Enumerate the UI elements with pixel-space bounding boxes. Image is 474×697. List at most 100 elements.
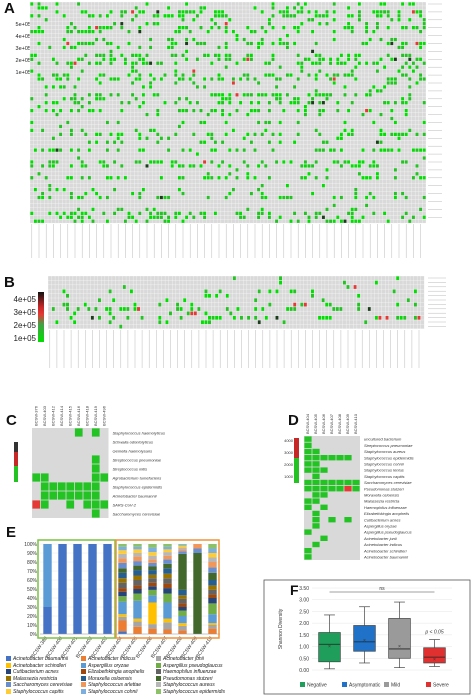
heatmap-cell	[318, 108, 322, 113]
heatmap-cell	[383, 2, 387, 6]
heatmap-cell	[217, 77, 221, 81]
heatmap-cell	[383, 10, 387, 14]
heatmap-cell	[181, 108, 185, 113]
heatmap-cell	[224, 29, 228, 34]
legend-label: Cutibacterium acnes	[13, 669, 59, 675]
heatmap-cell	[242, 73, 246, 77]
heatmap-cell	[73, 85, 77, 89]
heatmap-cell	[332, 203, 336, 208]
heatmap-cell	[365, 93, 369, 97]
heatmap-cell	[217, 93, 221, 97]
heatmap-cell	[59, 124, 63, 129]
heatmap-cell	[393, 37, 397, 42]
heatmap-cell	[138, 136, 142, 140]
heatmap-cell	[368, 89, 372, 93]
heatmap-cell	[113, 22, 117, 26]
heatmap-cell	[44, 85, 48, 89]
heatmap-cell	[80, 69, 84, 73]
heatmap-cell	[84, 10, 88, 14]
heatmap-cell	[109, 93, 113, 97]
legend-item: Elizabethkingia anophelis	[81, 669, 144, 675]
heatmap-cell	[123, 176, 127, 180]
heatmap-cell	[210, 136, 214, 140]
heatmap-cell	[113, 187, 117, 192]
heatmap-cell	[332, 81, 336, 85]
heatmap-cell	[177, 211, 181, 215]
panel-e-chart: 0%10%20%30%40%50%60%70%80%90%100%BCSW-38…	[24, 539, 220, 660]
heatmap-cell	[352, 479, 360, 486]
heatmap-cell	[347, 6, 351, 10]
bar-segment	[178, 616, 187, 624]
y-tick-label: 3.00	[299, 598, 309, 604]
heatmap-cell	[76, 307, 80, 311]
heatmap-cell	[408, 53, 412, 57]
heatmap-cell	[156, 215, 160, 219]
heatmap-cell	[343, 160, 347, 164]
heatmap-cell	[307, 18, 311, 22]
legend-item: Aspergillus oryzae	[81, 662, 129, 669]
heatmap-cell	[235, 176, 239, 180]
heatmap-grid	[29, 1, 427, 224]
legend-label: Staphylococcus arlettae	[88, 682, 142, 688]
heatmap-cell	[275, 160, 279, 164]
row-label: Staphylococcus lentus	[364, 468, 404, 473]
heatmap-cell	[249, 101, 253, 105]
heatmap-cell	[386, 101, 390, 105]
heatmap-cell	[177, 29, 181, 34]
heatmap-cell	[336, 57, 340, 61]
heatmap-cell	[44, 176, 48, 180]
heatmap-cell	[264, 128, 268, 133]
heatmap-cell	[69, 97, 73, 101]
heatmap-grid	[47, 275, 425, 329]
heatmap-cell	[325, 22, 329, 26]
heatmap-cell	[77, 195, 81, 200]
heatmap-cell	[242, 160, 246, 164]
heatmap-cell	[152, 93, 156, 97]
heatmap-cell	[267, 120, 271, 125]
heatmap-cell	[253, 108, 257, 113]
heatmap-cell	[141, 10, 145, 14]
panel-b-cb-label: 3e+05	[13, 308, 36, 317]
legend-swatch	[6, 682, 11, 687]
heatmap-cell	[285, 10, 289, 14]
heatmap-cell	[48, 184, 52, 188]
legend-swatch	[384, 682, 389, 687]
heatmap-cell	[361, 160, 365, 164]
heatmap-cell	[112, 298, 116, 303]
heatmap-cell	[120, 26, 124, 30]
heatmap-cell	[91, 108, 95, 113]
heatmap-cell	[77, 2, 81, 6]
heatmap-cell	[339, 219, 343, 223]
heatmap-cell	[192, 37, 196, 42]
heatmap-cell	[40, 491, 49, 500]
heatmap-cell	[278, 101, 282, 105]
heatmap-cell	[181, 18, 185, 22]
heatmap-cell	[87, 101, 91, 105]
heatmap-cell	[249, 108, 253, 113]
panel-c: C Staphylococcus haemolyticus Schwalia od…	[0, 400, 235, 525]
bar-segment	[163, 549, 172, 553]
heatmap-cell	[126, 315, 130, 320]
legend-label: Staphylococcus capitis	[13, 688, 64, 695]
heatmap-cell	[304, 529, 312, 535]
heatmap-cell	[159, 77, 163, 81]
bar-segment	[133, 585, 142, 589]
heatmap-cell	[271, 57, 275, 61]
heatmap-cell	[120, 101, 124, 105]
heatmap-cell	[145, 112, 149, 117]
heatmap-cell	[87, 140, 91, 144]
heatmap-cell	[152, 207, 156, 212]
heatmap-cell	[372, 160, 376, 164]
heatmap-cell	[30, 53, 34, 57]
heatmap-cell	[361, 41, 365, 46]
bar-segment	[178, 598, 187, 604]
heatmap-cell	[197, 307, 201, 311]
heatmap-cell	[336, 486, 344, 492]
legend-item: Acinetobacter indicus	[81, 656, 136, 662]
heatmap-cell	[224, 120, 228, 125]
heatmap-cell	[210, 160, 214, 164]
heatmap-cell	[145, 219, 149, 223]
heatmap-cell	[293, 85, 297, 89]
heatmap-cell	[312, 486, 320, 492]
heatmap-cell	[192, 81, 196, 85]
